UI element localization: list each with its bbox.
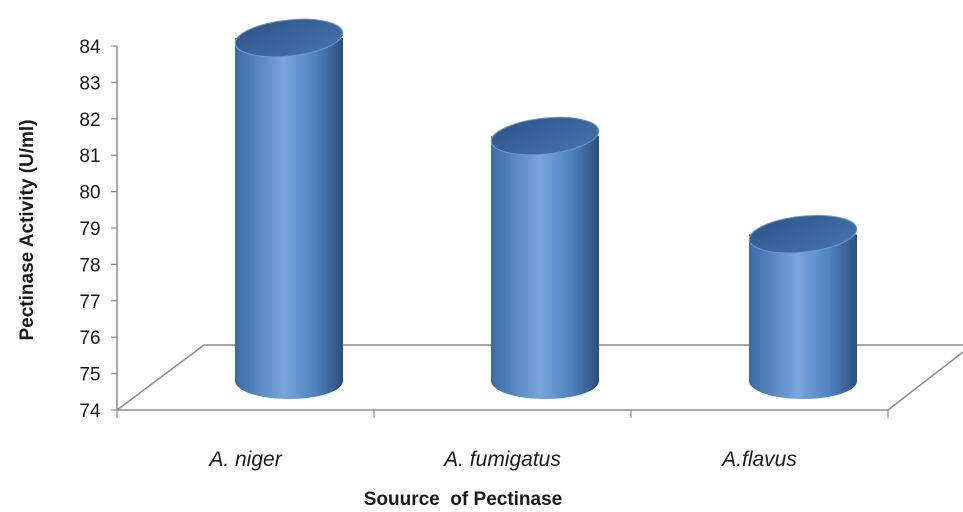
category-label: A.flavus [720,448,797,471]
y-tick-label: 83 [79,73,100,94]
y-tick-label: 84 [79,37,101,58]
category-labels: A. niger A. fumigatus A.flavus [207,448,797,471]
y-tick-label: 74 [79,401,101,422]
y-tick-label: 77 [79,292,100,313]
y-tick-label: 79 [79,219,100,240]
floor-back-edge [116,344,963,411]
bar-1 [234,18,344,399]
category-label: A. fumigatus [442,448,561,471]
bars [234,18,858,399]
bar-body [749,234,857,399]
y-tick-label: 75 [79,365,100,386]
y-axis-title: Pectinase Activity (U/ml) [17,119,38,340]
bar-top [748,214,858,254]
x-axis-title: Souurce of Pectinase [364,489,563,510]
bar-3 [748,214,858,399]
y-tick-label: 76 [79,328,100,349]
y-tick-label: 82 [79,110,100,131]
category-label: A. niger [207,448,282,471]
bar-top [234,18,344,58]
bar-body [491,136,599,399]
x-axis-ticks [116,410,889,418]
y-tick-label: 81 [79,146,100,167]
bar-2 [490,116,600,399]
bar-top [490,116,600,156]
y-tick-label: 80 [79,183,100,204]
bar-body [235,38,343,399]
y-axis-ticks: 74 75 76 77 78 79 80 81 82 83 84 [79,37,117,422]
y-tick-label: 78 [79,255,100,276]
